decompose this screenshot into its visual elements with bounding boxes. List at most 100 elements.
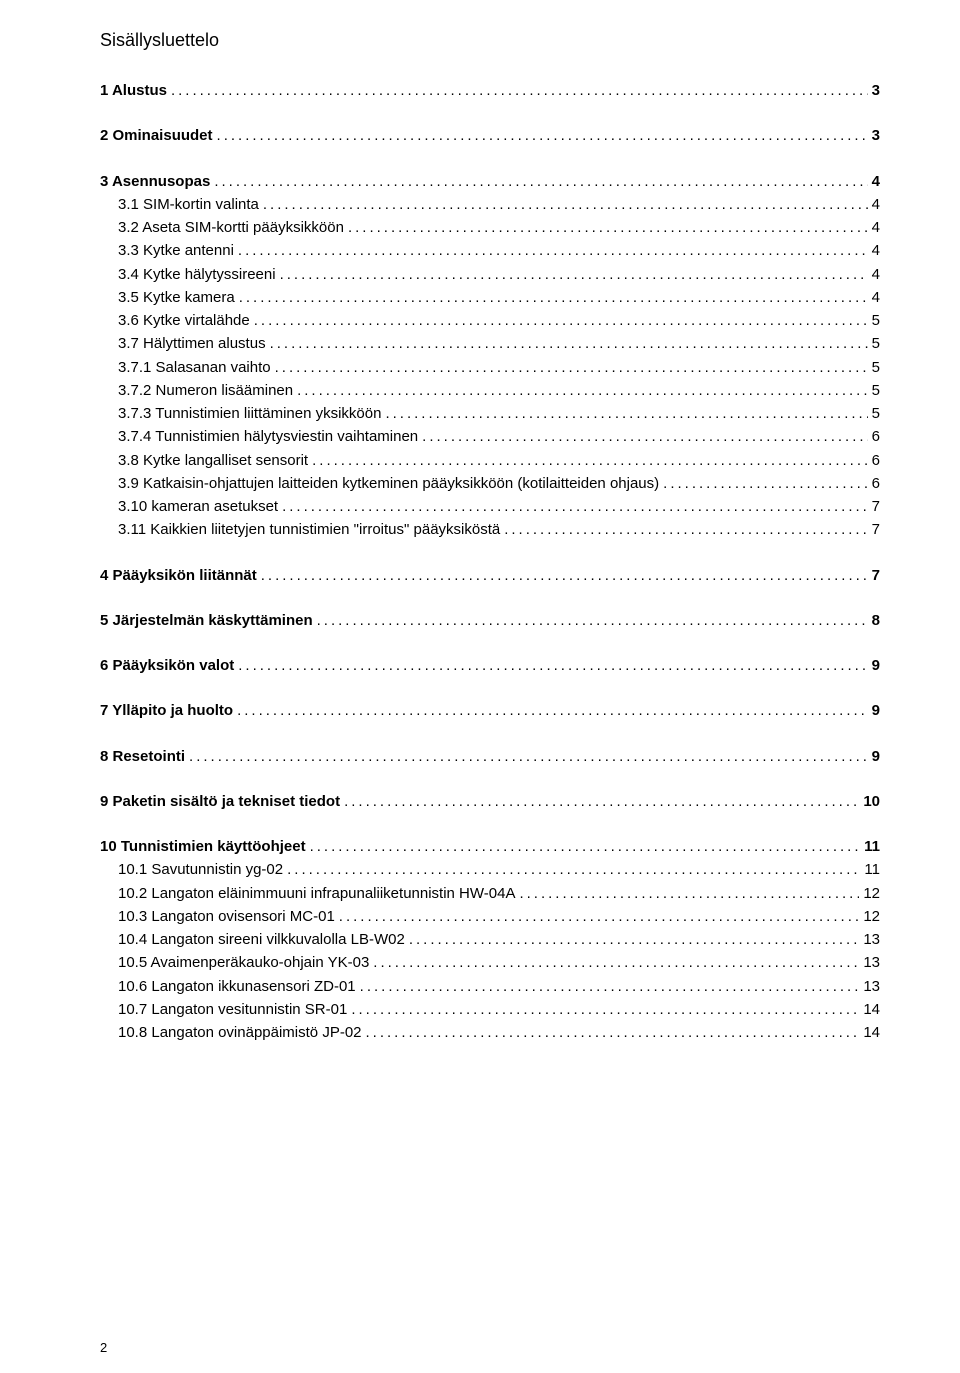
toc-leader-dots	[214, 170, 867, 193]
toc-leader-dots	[171, 79, 868, 102]
toc-entry-page: 13	[863, 928, 880, 951]
toc-entry: 10.7 Langaton vesitunnistin SR-01 14	[100, 998, 880, 1021]
toc-entry: 3.5 Kytke kamera4	[100, 286, 880, 309]
toc-entry-label: 3.11 Kaikkien liitetyjen tunnistimien "i…	[118, 518, 500, 541]
toc-entry-page: 7	[872, 564, 880, 587]
toc-entry: 3.7.4 Tunnistimien hälytysviestin vaihta…	[100, 425, 880, 448]
toc-leader-dots	[189, 745, 868, 768]
toc-leader-dots	[373, 951, 859, 974]
toc-entry-label: 10.8 Langaton ovinäppäimistö JP-02	[118, 1021, 362, 1044]
toc-entry: 6 Pääyksikön valot 9	[100, 654, 880, 677]
toc-leader-dots	[360, 975, 860, 998]
toc-leader-dots	[254, 309, 868, 332]
toc-entry: 10.2 Langaton eläinimmuuni infrapunaliik…	[100, 882, 880, 905]
toc-entry-page: 4	[872, 170, 880, 193]
toc-entry: 3.7 Hälyttimen alustus 5	[100, 332, 880, 355]
toc-entry-page: 4	[872, 216, 880, 239]
toc-leader-dots	[297, 379, 868, 402]
toc-leader-dots	[270, 332, 868, 355]
toc-entry-page: 4	[872, 193, 880, 216]
toc-entry-label: 10.6 Langaton ikkunasensori ZD-01	[118, 975, 356, 998]
toc-title: Sisällysluettelo	[100, 30, 880, 51]
toc-leader-dots	[287, 858, 860, 881]
toc-entry-label: 3.10 kameran asetukset	[118, 495, 278, 518]
toc-entry: 10.8 Langaton ovinäppäimistö JP-02 14	[100, 1021, 880, 1044]
toc-entry: 3.3 Kytke antenni4	[100, 239, 880, 262]
toc-entry-page: 5	[872, 332, 880, 355]
toc-entry-page: 9	[872, 699, 880, 722]
toc-entry-page: 7	[872, 495, 880, 518]
toc-entry: 10.6 Langaton ikkunasensori ZD-0113	[100, 975, 880, 998]
toc-entry: 10.3 Langaton ovisensori MC-01 12	[100, 905, 880, 928]
toc-entry-label: 1 Alustus	[100, 79, 167, 102]
toc-entry-label: 3.1 SIM-kortin valinta	[118, 193, 259, 216]
toc-entry-page: 3	[872, 79, 880, 102]
document-page: Sisällysluettelo 1 Alustus 3 2 Ominaisuude…	[0, 0, 960, 1373]
toc-leader-dots	[366, 1021, 860, 1044]
toc-entry: 10.4 Langaton sireeni vilkkuvalolla LB-W…	[100, 928, 880, 951]
toc-entry-page: 14	[863, 998, 880, 1021]
toc-entry-page: 11	[864, 835, 880, 858]
toc-entry-page: 11	[864, 858, 880, 881]
toc-entry-label: 3.4 Kytke hälytyssireeni	[118, 263, 276, 286]
toc-entry: 1 Alustus 3	[100, 79, 880, 102]
toc-entry: 4 Pääyksikön liitännät7	[100, 564, 880, 587]
toc-entry-page: 4	[872, 263, 880, 286]
toc-entry-label: 10.2 Langaton eläinimmuuni infrapunaliik…	[118, 882, 515, 905]
toc-entry-label: 3.3 Kytke antenni	[118, 239, 234, 262]
toc-entry: 3.9 Katkaisin-ohjattujen laitteiden kytk…	[100, 472, 880, 495]
toc-leader-dots	[339, 905, 860, 928]
toc-gap	[100, 102, 880, 124]
toc-entry: 9 Paketin sisältö ja tekniset tiedot10	[100, 790, 880, 813]
toc-entry-label: 3.7.3 Tunnistimien liittäminen yksikköön	[118, 402, 381, 425]
toc-entry: 3.6 Kytke virtalähde5	[100, 309, 880, 332]
toc-entry-label: 3.7 Hälyttimen alustus	[118, 332, 266, 355]
toc-leader-dots	[312, 449, 868, 472]
toc-entry-label: 10.7 Langaton vesitunnistin SR-01	[118, 998, 347, 1021]
toc-leader-dots	[239, 286, 868, 309]
toc-entry-label: 3.7.2 Numeron lisääminen	[118, 379, 293, 402]
toc-entry-page: 7	[872, 518, 880, 541]
toc-leader-dots	[237, 699, 868, 722]
toc-entry-page: 12	[863, 905, 880, 928]
toc-entry-label: 3.9 Katkaisin-ohjattujen laitteiden kytk…	[118, 472, 659, 495]
toc-leader-dots	[422, 425, 868, 448]
toc-leader-dots	[280, 263, 868, 286]
toc-entry: 3.4 Kytke hälytyssireeni 4	[100, 263, 880, 286]
toc-entry-label: 10.3 Langaton ovisensori MC-01	[118, 905, 335, 928]
toc-entry-page: 12	[863, 882, 880, 905]
toc-gap	[100, 768, 880, 790]
toc-entry: 3.7.3 Tunnistimien liittäminen yksikköön…	[100, 402, 880, 425]
toc-entry-label: 10.1 Savutunnistin yg-02	[118, 858, 283, 881]
toc-entry: 3.7.1 Salasanan vaihto5	[100, 356, 880, 379]
toc-entry-page: 13	[863, 951, 880, 974]
toc-entry-page: 6	[872, 472, 880, 495]
toc-entry-page: 9	[872, 654, 880, 677]
toc-entry-label: 2 Ominaisuudet	[100, 124, 213, 147]
toc-leader-dots	[663, 472, 868, 495]
toc-leader-dots	[282, 495, 868, 518]
toc-leader-dots	[275, 356, 868, 379]
toc-entry-label: 3 Asennusopas	[100, 170, 210, 193]
toc-entry-label: 10.4 Langaton sireeni vilkkuvalolla LB-W…	[118, 928, 405, 951]
toc-gap	[100, 677, 880, 699]
toc-entry-page: 10	[863, 790, 880, 813]
toc-entry-page: 8	[872, 609, 880, 632]
toc-entry-page: 14	[863, 1021, 880, 1044]
toc-entry: 3 Asennusopas 4	[100, 170, 880, 193]
toc-entry: 10.5 Avaimenperäkauko-ohjain YK-0313	[100, 951, 880, 974]
toc-entry: 3.8 Kytke langalliset sensorit6	[100, 449, 880, 472]
toc-entry: 8 Resetointi9	[100, 745, 880, 768]
toc-entry-label: 8 Resetointi	[100, 745, 185, 768]
toc-leader-dots	[409, 928, 859, 951]
toc-leader-dots	[351, 998, 859, 1021]
toc-entry: 3.7.2 Numeron lisääminen5	[100, 379, 880, 402]
toc-entry: 7 Ylläpito ja huolto9	[100, 699, 880, 722]
toc-leader-dots	[310, 835, 861, 858]
toc-entry-page: 4	[872, 286, 880, 309]
toc-leader-dots	[263, 193, 868, 216]
toc-container: 1 Alustus32 Ominaisuudet33 Asennusopas43…	[100, 79, 880, 1044]
toc-entry: 5 Järjestelmän käskyttäminen8	[100, 609, 880, 632]
toc-entry-label: 6 Pääyksikön valot	[100, 654, 234, 677]
toc-entry-page: 5	[872, 309, 880, 332]
